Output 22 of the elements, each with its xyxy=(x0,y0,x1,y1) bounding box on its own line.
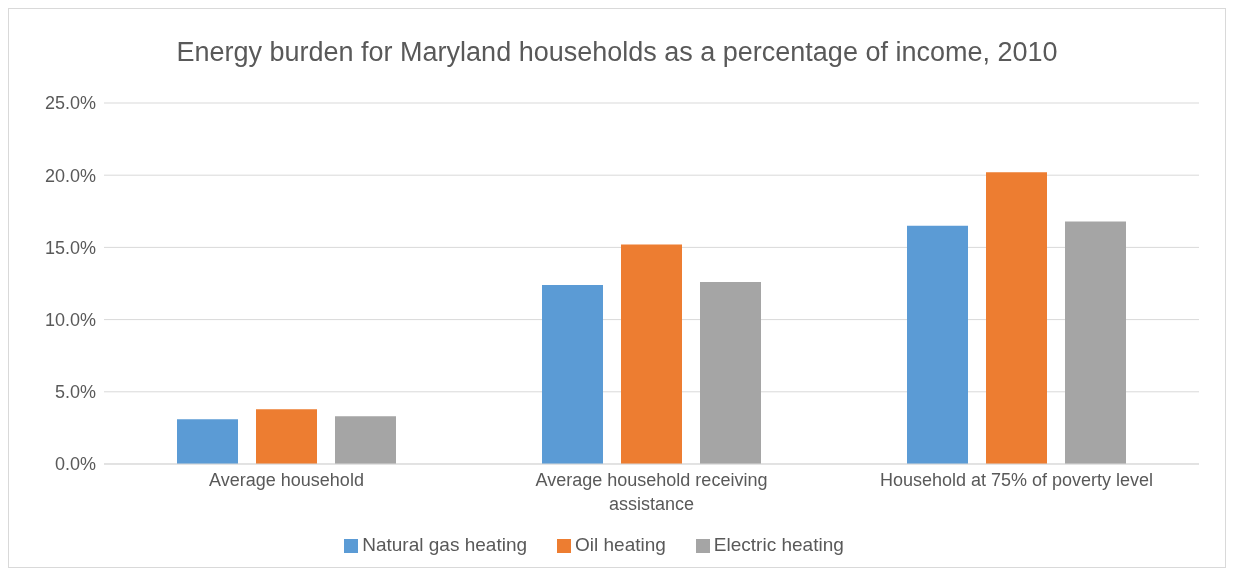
chart-title: Energy burden for Maryland households as a percentage of income, 2010 xyxy=(175,36,1059,69)
x-tick-label: Average household xyxy=(209,470,364,490)
y-tick-label: 25.0% xyxy=(44,93,96,114)
bar xyxy=(542,284,603,464)
bar xyxy=(621,244,682,464)
x-tick-label: Average household receiving assistance xyxy=(535,470,768,514)
bar xyxy=(1065,221,1126,464)
y-tick-label: 5.0% xyxy=(54,382,96,403)
y-tick-label: 20.0% xyxy=(44,165,96,186)
legend-label: Electric heating xyxy=(713,534,844,555)
x-tick-label: Household at 75% of poverty level xyxy=(879,470,1154,490)
bar xyxy=(256,409,317,464)
bar xyxy=(907,225,968,464)
y-tick-label: 10.0% xyxy=(44,309,96,330)
y-tick-label: 15.0% xyxy=(44,237,96,258)
bar xyxy=(700,282,761,464)
legend-label: Natural gas heating xyxy=(362,534,528,555)
legend-label: Oil heating xyxy=(575,534,666,555)
bar xyxy=(986,172,1047,464)
bar xyxy=(335,416,396,464)
bar xyxy=(177,419,238,464)
y-tick-label: 0.0% xyxy=(54,454,96,475)
